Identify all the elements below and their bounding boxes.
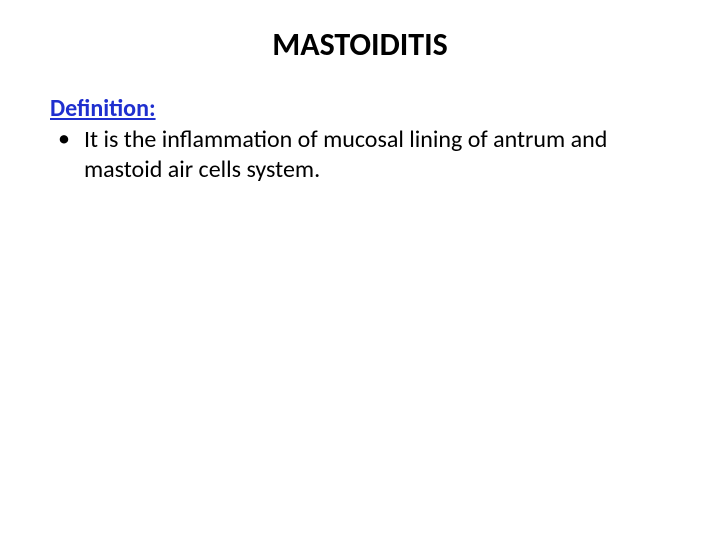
- definition-bullet-row: • It is the inflammation of mucosal lini…: [50, 125, 670, 185]
- slide-title: MASTOIDITIS: [50, 25, 670, 64]
- definition-subheading: Definition:: [50, 94, 670, 123]
- definition-text: It is the inflammation of mucosal lining…: [84, 125, 670, 185]
- bullet-marker: •: [58, 125, 70, 154]
- slide-container: MASTOIDITIS Definition: • It is the infl…: [0, 0, 720, 540]
